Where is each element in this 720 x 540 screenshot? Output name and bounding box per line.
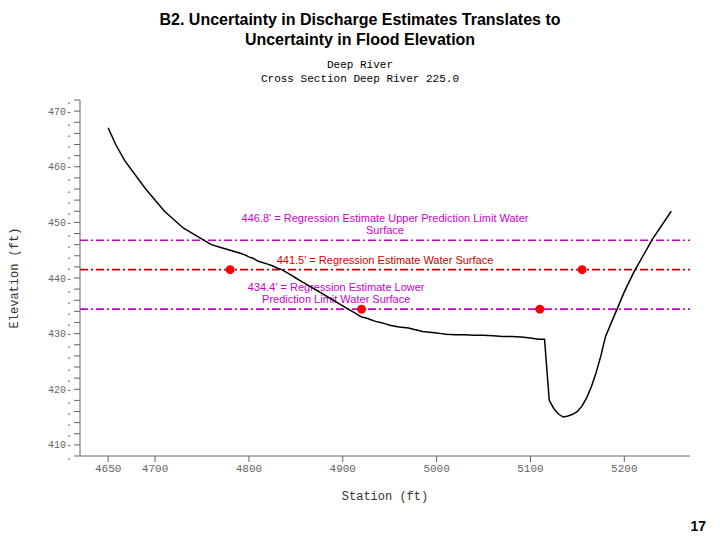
svg-text:.: . bbox=[66, 185, 72, 196]
svg-text:.: . bbox=[66, 140, 72, 151]
svg-text:4800: 4800 bbox=[236, 463, 262, 475]
html-text:Prediction Limit Water Surface: Prediction Limit Water Surface bbox=[262, 293, 411, 306]
svg-text:.: . bbox=[66, 396, 72, 407]
svg-text:.: . bbox=[66, 296, 72, 307]
svg-text:.: . bbox=[66, 118, 72, 129]
svg-text:.: . bbox=[66, 285, 72, 296]
svg-text:.: . bbox=[66, 363, 72, 374]
svg-text:420-: 420- bbox=[48, 385, 72, 396]
html-text:B2. Uncertainty in Discharge E: B2. Uncertainty in Discharge Estimates T… bbox=[159, 11, 561, 28]
svg-text:430-: 430- bbox=[48, 329, 72, 340]
svg-text:.: . bbox=[66, 229, 72, 240]
svg-text:5000: 5000 bbox=[423, 463, 449, 475]
svg-text:Station (ft): Station (ft) bbox=[342, 490, 428, 504]
svg-text:5200: 5200 bbox=[611, 463, 637, 475]
svg-text:.: . bbox=[66, 96, 72, 107]
svg-text:.: . bbox=[66, 418, 72, 429]
html-text:Uncertainty in Flood Elevation: Uncertainty in Flood Elevation bbox=[244, 31, 476, 48]
svg-text:Elevation (ft): Elevation (ft) bbox=[8, 228, 22, 329]
svg-text:.: . bbox=[66, 196, 72, 207]
svg-text:440-: 440- bbox=[48, 274, 72, 285]
svg-text:450-: 450- bbox=[48, 218, 72, 229]
html-text:434.4' = Regression Estimate L: 434.4' = Regression Estimate Lower bbox=[247, 281, 425, 294]
svg-text:.: . bbox=[66, 351, 72, 362]
svg-text:.: . bbox=[66, 129, 72, 140]
svg-text:.: . bbox=[66, 429, 72, 440]
svg-text:.: . bbox=[66, 340, 72, 351]
svg-text:.: . bbox=[66, 240, 72, 251]
svg-text:460-: 460- bbox=[48, 162, 72, 173]
svg-text:.: . bbox=[66, 251, 72, 262]
html-text:17: 17 bbox=[690, 518, 706, 534]
svg-text:.: . bbox=[66, 207, 72, 218]
svg-text:.: . bbox=[66, 452, 72, 463]
svg-text:.: . bbox=[66, 318, 72, 329]
svg-text:.: . bbox=[66, 307, 72, 318]
svg-text:.: . bbox=[66, 407, 72, 418]
svg-text:441.5' = Regression Estimate W: 441.5' = Regression Estimate Water Surfa… bbox=[277, 254, 494, 266]
svg-text:.: . bbox=[66, 374, 72, 385]
svg-text:446.8' = Regression Estimate U: 446.8' = Regression Estimate Upper Predi… bbox=[242, 212, 529, 236]
svg-text:.: . bbox=[66, 151, 72, 162]
svg-text:4900: 4900 bbox=[330, 463, 356, 475]
svg-text:470-: 470- bbox=[48, 107, 72, 118]
html-text:Deep River: Deep River bbox=[327, 59, 393, 71]
svg-text:.: . bbox=[66, 173, 72, 184]
svg-text:4650: 4650 bbox=[95, 463, 121, 475]
svg-text:5100: 5100 bbox=[517, 463, 543, 475]
svg-text:.: . bbox=[66, 262, 72, 273]
svg-text:410-: 410- bbox=[48, 440, 72, 451]
html-text:Cross Section Deep River 225.0: Cross Section Deep River 225.0 bbox=[261, 73, 459, 85]
svg-text:4700: 4700 bbox=[142, 463, 168, 475]
